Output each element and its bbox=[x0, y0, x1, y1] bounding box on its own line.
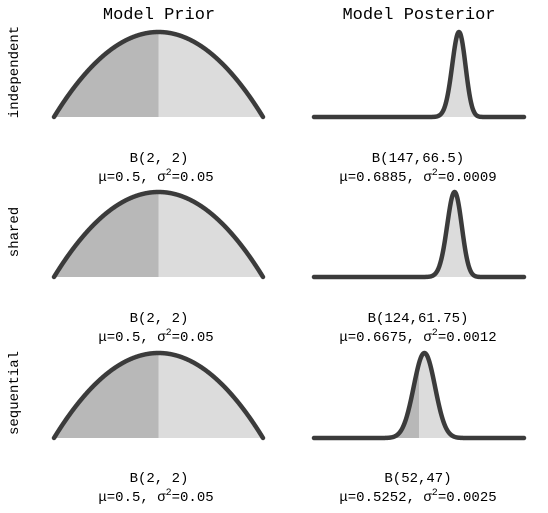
prior-var-2: =0.05 bbox=[172, 330, 214, 346]
posterior-mean-1: μ=0.6885, bbox=[339, 170, 415, 186]
prior-sigma-1: σ bbox=[157, 170, 166, 186]
prior-var-3: =0.05 bbox=[172, 490, 214, 506]
prior-dist-label-3: B(2, 2) bbox=[130, 471, 189, 487]
prior-dist-label-1: B(2, 2) bbox=[130, 151, 189, 167]
row-label-sequential: sequential bbox=[7, 351, 23, 435]
row-label-independent: independent bbox=[7, 26, 23, 118]
posterior-sigma-2: σ bbox=[423, 330, 432, 346]
prior-3-density-curve bbox=[51, 350, 266, 441]
posterior-sigma-3: σ bbox=[423, 490, 432, 506]
prior-3-fill-below-split bbox=[54, 353, 159, 438]
posterior-3-density-curve bbox=[311, 350, 527, 441]
panels bbox=[51, 29, 527, 441]
prior-stats-label-3: μ=0.5, σ2=0.05 bbox=[98, 488, 213, 506]
posterior-3-fill-below-split bbox=[314, 363, 419, 438]
prior-2-fill-below-split bbox=[54, 192, 159, 277]
posterior-2-density-curve bbox=[311, 189, 527, 280]
posterior-dist-label-3: B(52,47) bbox=[384, 471, 451, 487]
posterior-mean-2: μ=0.6675, bbox=[339, 330, 415, 346]
posterior-stats-label-3: μ=0.5252, σ2=0.0025 bbox=[339, 488, 496, 506]
column-title-posterior: Model Posterior bbox=[342, 6, 495, 25]
posterior-sigma-1: σ bbox=[423, 170, 432, 186]
posterior-3-fill-above-split bbox=[419, 353, 524, 438]
prior-mean-3: μ=0.5, bbox=[98, 490, 148, 506]
posterior-var-3: =0.0025 bbox=[438, 490, 497, 506]
posterior-mean-3: μ=0.5252, bbox=[339, 490, 415, 506]
prior-stats-label-2: μ=0.5, σ2=0.05 bbox=[98, 328, 213, 346]
prior-sigma-3: σ bbox=[157, 490, 166, 506]
row-label-shared: shared bbox=[7, 207, 23, 257]
posterior-var-1: =0.0009 bbox=[438, 170, 497, 186]
prior-mean-2: μ=0.5, bbox=[98, 330, 148, 346]
prior-1-fill-below-split bbox=[54, 32, 159, 117]
prior-1-density-curve bbox=[51, 29, 266, 120]
column-title-prior: Model Prior bbox=[103, 6, 215, 25]
posterior-dist-label-2: B(124,61.75) bbox=[368, 311, 469, 327]
prior-2-density-curve bbox=[51, 189, 266, 280]
prior-stats-label-1: μ=0.5, σ2=0.05 bbox=[98, 168, 213, 186]
posterior-1-density-curve bbox=[311, 29, 527, 120]
posterior-stats-label-2: μ=0.6675, σ2=0.0012 bbox=[339, 328, 496, 346]
prior-var-1: =0.05 bbox=[172, 170, 214, 186]
prior-dist-label-2: B(2, 2) bbox=[130, 311, 189, 327]
prior-sigma-2: σ bbox=[157, 330, 166, 346]
posterior-stats-label-1: μ=0.6885, σ2=0.0009 bbox=[339, 168, 496, 186]
prior-mean-1: μ=0.5, bbox=[98, 170, 148, 186]
posterior-dist-label-1: B(147,66.5) bbox=[372, 151, 464, 167]
prior-1-fill-above-split bbox=[158, 32, 263, 117]
posterior-2-fill-above-split bbox=[419, 192, 524, 277]
prior-2-fill-above-split bbox=[158, 192, 263, 277]
posterior-var-2: =0.0012 bbox=[438, 330, 497, 346]
prior-3-fill-above-split bbox=[158, 353, 263, 438]
